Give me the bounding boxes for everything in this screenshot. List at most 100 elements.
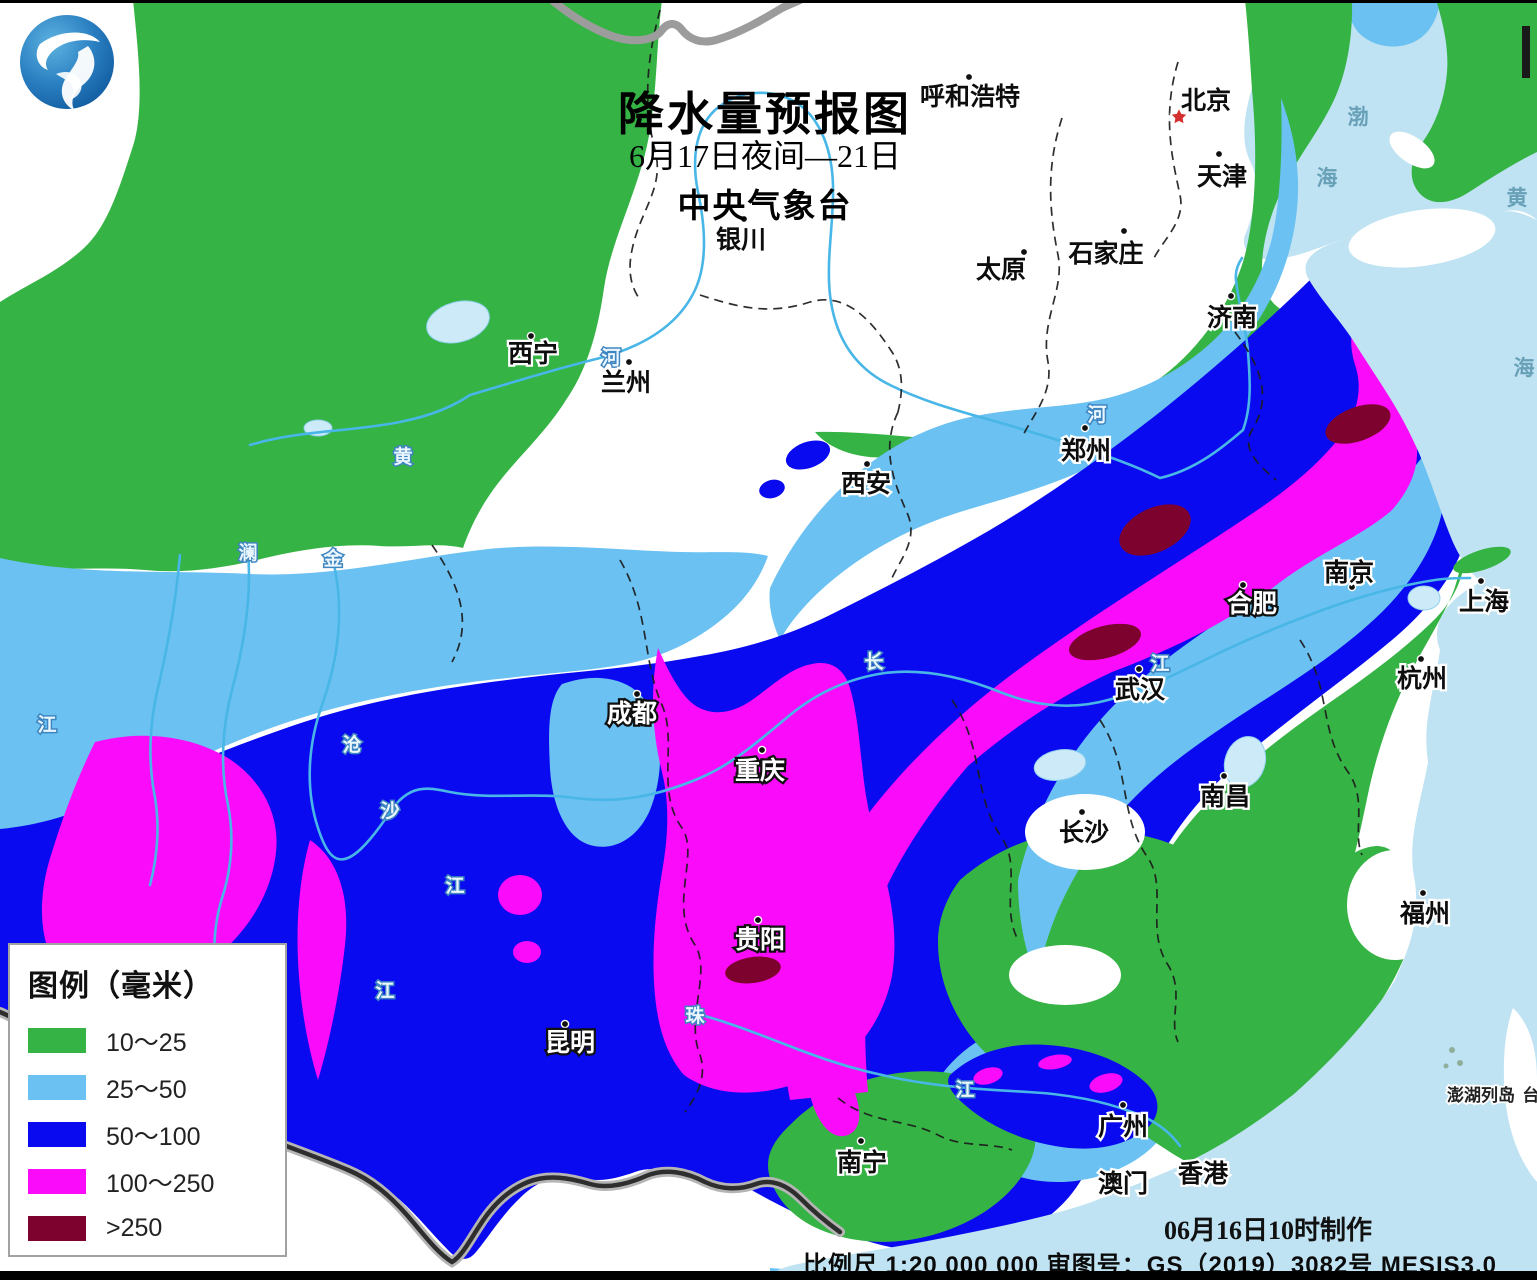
map-title: 降水量预报图	[618, 88, 912, 140]
city-label-taiyuan: 太原	[976, 256, 1026, 284]
lancang-river	[213, 550, 251, 980]
rain-spot-100-250-b	[513, 941, 541, 963]
yangtze-river	[308, 558, 1472, 861]
city-dot-hefei	[1238, 580, 1248, 590]
cma-logo	[20, 15, 114, 110]
river-name-label: 黄	[393, 445, 412, 468]
capital-star-icon	[1169, 106, 1189, 126]
east-south-china-sea	[766, 211, 1537, 1280]
rain-band-25-50-wuhan	[1018, 444, 1445, 982]
city-dot-hangzhou	[1416, 654, 1426, 664]
province-border	[1151, 61, 1182, 263]
legend-item-3: 100～250	[28, 1158, 285, 1205]
rain-spot-100-250-pearl3	[1089, 1073, 1123, 1093]
legend-label: 25～50	[106, 1075, 187, 1104]
river-name-label: 河	[601, 347, 620, 369]
city-label-penghu: 澎湖列岛	[1447, 1085, 1515, 1105]
taihu-lake	[1407, 585, 1441, 611]
city-label-tianjin: 天津	[1197, 163, 1247, 191]
city-label-nanning: 南宁	[837, 1148, 887, 1177]
city-label-beijing: 北京	[1181, 86, 1231, 115]
city-label-shijiazhuang: 石家庄	[1067, 239, 1143, 268]
dalian-white-tip	[1389, 131, 1435, 169]
rain-spot-100-250-pearl1	[973, 1067, 1003, 1085]
province-border	[1099, 719, 1179, 1043]
rain-blob-50-100-xian-nw2	[759, 479, 785, 499]
river-name-label: 澜	[238, 541, 257, 564]
city-label-lanzhou: 兰州	[601, 368, 651, 397]
river-name-label: 江	[1150, 653, 1169, 675]
rain-band-100-250-southwest	[653, 648, 895, 1093]
legend-box: 图例（毫米） 10～25 25～50 50～100 100～250 >250	[8, 943, 287, 1257]
city-label-xian: 西安	[841, 469, 891, 498]
river-name-label: 江	[37, 714, 56, 736]
city-dot-nanjing	[1347, 582, 1357, 592]
rain-blob-50-100-xian-nw	[785, 440, 831, 470]
city-label-kunming: 昆明	[545, 1029, 595, 1057]
province-border	[619, 559, 704, 1113]
city-dot-jinan	[1226, 291, 1236, 301]
city-dot-nanning	[856, 1136, 866, 1146]
rain-band-25-50-bay-patch	[1347, 0, 1440, 47]
rain-band-25-50-central	[769, 98, 1299, 640]
legend-item-4: >250	[28, 1205, 285, 1252]
city-dot-fuzhou	[1418, 888, 1428, 898]
city-label-hangzhou: 杭州	[1397, 664, 1447, 693]
city-dot-yinchuan	[739, 214, 749, 224]
made-at-timestamp: 06月16日10时制作	[1163, 1216, 1373, 1245]
city-dot-kunming	[560, 1019, 570, 1029]
rain-band-100-250-core	[784, 332, 1418, 1100]
legend-item-2: 50～100	[28, 1111, 285, 1158]
frame-ne-border-segment	[1522, 26, 1530, 78]
river-name-label: 沙	[380, 800, 399, 822]
qinghai-lake	[426, 300, 490, 344]
rain-band-100-250-west	[41, 735, 277, 999]
rain-spot-gt250-guizhou	[725, 956, 781, 984]
shandong-peninsula	[1348, 208, 1496, 268]
city-dot-xian	[862, 459, 872, 469]
national-border-mongolia	[548, 0, 804, 46]
rain-band-10-25-liaodong	[1411, 0, 1537, 203]
white-pocket-hunan-south	[1009, 945, 1121, 1005]
city-dot-lanzhou	[624, 357, 634, 367]
sea-name-label: 海	[1514, 356, 1535, 380]
city-label-fuzhou: 福州	[1399, 900, 1450, 928]
province-border	[629, 9, 661, 301]
legend-title: 图例（毫米）	[28, 970, 214, 1003]
city-dot-chengdu	[632, 689, 642, 699]
penghu-islet	[1449, 1047, 1455, 1053]
rain-band-10-25-northwest	[0, 0, 662, 572]
province-border	[431, 544, 464, 663]
city-dot-nanchang	[1219, 771, 1229, 781]
city-dot-chongqing	[757, 745, 767, 755]
legend-swatch	[28, 1028, 86, 1053]
rain-spot-gt250-jiangsu	[1325, 404, 1391, 444]
city-label-hefei: 合肥	[1227, 589, 1277, 618]
legend-swatch	[28, 1122, 86, 1147]
city-label-chongqing: 重庆	[735, 756, 785, 785]
city-label-changsha: 长沙	[1059, 819, 1109, 847]
river-name-label: 长	[864, 651, 884, 673]
city-label-chengdu: 成都	[607, 700, 657, 728]
city-label-shanghai: 上海	[1459, 587, 1509, 616]
legend-label: >250	[106, 1214, 163, 1242]
city-label-wuhan: 武汉	[1115, 676, 1166, 704]
city-label-hohhot: 呼和浩特	[920, 83, 1020, 111]
river-name-label: 金	[322, 547, 343, 570]
pearl-river	[688, 1010, 1182, 1148]
penghu-islet	[1443, 1063, 1449, 1069]
city-dot-shanghai	[1476, 576, 1486, 586]
city-dot-hohhot	[964, 72, 974, 82]
legend-item-1: 25～50	[28, 1064, 285, 1111]
rain-spot-100-250-a	[498, 875, 542, 915]
map-issuing-org: 中央气象台	[677, 187, 853, 224]
city-label-zhengzhou: 郑州	[1061, 437, 1111, 465]
sea-name-label: 海	[1317, 166, 1338, 190]
city-dot-tianjin	[1214, 149, 1224, 159]
frame-bottom-bar	[0, 1271, 1537, 1280]
chongming-island-green	[1453, 546, 1511, 574]
